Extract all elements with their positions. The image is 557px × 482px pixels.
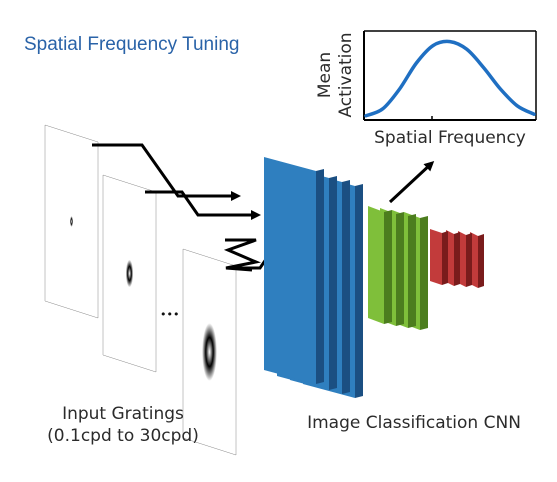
- blue-layer-4-side: [355, 184, 363, 398]
- red-layer-2-side: [454, 232, 460, 286]
- output-arrow: [388, 160, 435, 204]
- cnn-caption: Image Classification CNN: [307, 413, 521, 433]
- cnn-green-layers: [368, 206, 428, 330]
- red-layer-1: [430, 229, 442, 285]
- input-caption-line1: Input Gratings: [62, 404, 184, 424]
- chart-ylabel-line1: Mean: [315, 52, 335, 98]
- green-layer-4-side: [420, 216, 428, 330]
- grating-fine: [44, 124, 99, 319]
- red-layer-4-side: [478, 234, 484, 288]
- grating-medium: [102, 174, 157, 373]
- red-layer-3-side: [466, 233, 472, 287]
- tuning-chart: Spatial Frequency Mean Activation: [315, 30, 537, 148]
- page-title: Spatial Frequency Tuning: [24, 34, 240, 55]
- grating-coarse: [182, 248, 237, 456]
- blue-layer-1: [264, 157, 316, 384]
- green-layer-2-side: [396, 212, 404, 326]
- blue-layer-3-side: [342, 180, 350, 394]
- blue-layer-1-side: [316, 169, 324, 384]
- red-layer-1-side: [442, 231, 448, 285]
- input-caption-line2: (0.1cpd to 30cpd): [47, 426, 199, 446]
- chart-xlabel: Spatial Frequency: [374, 128, 526, 148]
- arrow-top: [92, 143, 241, 201]
- green-layer-1-side: [384, 210, 392, 324]
- cnn-red-layers: [430, 229, 484, 288]
- input-gratings: •••: [44, 124, 237, 456]
- green-layer-1: [368, 206, 384, 324]
- green-layer-3-side: [408, 214, 416, 328]
- chart-ylabel-line2: Activation: [336, 32, 356, 117]
- tuning-curve-layer: [364, 39, 536, 118]
- tuning-curve-line: [364, 39, 536, 118]
- ellipsis-dots: •••: [160, 308, 179, 321]
- blue-layer-2-side: [329, 176, 337, 390]
- input-caption: Input Gratings (0.1cpd to 30cpd): [18, 403, 228, 447]
- arrow-middle: [145, 190, 261, 220]
- cnn-blue-layers: [264, 157, 363, 398]
